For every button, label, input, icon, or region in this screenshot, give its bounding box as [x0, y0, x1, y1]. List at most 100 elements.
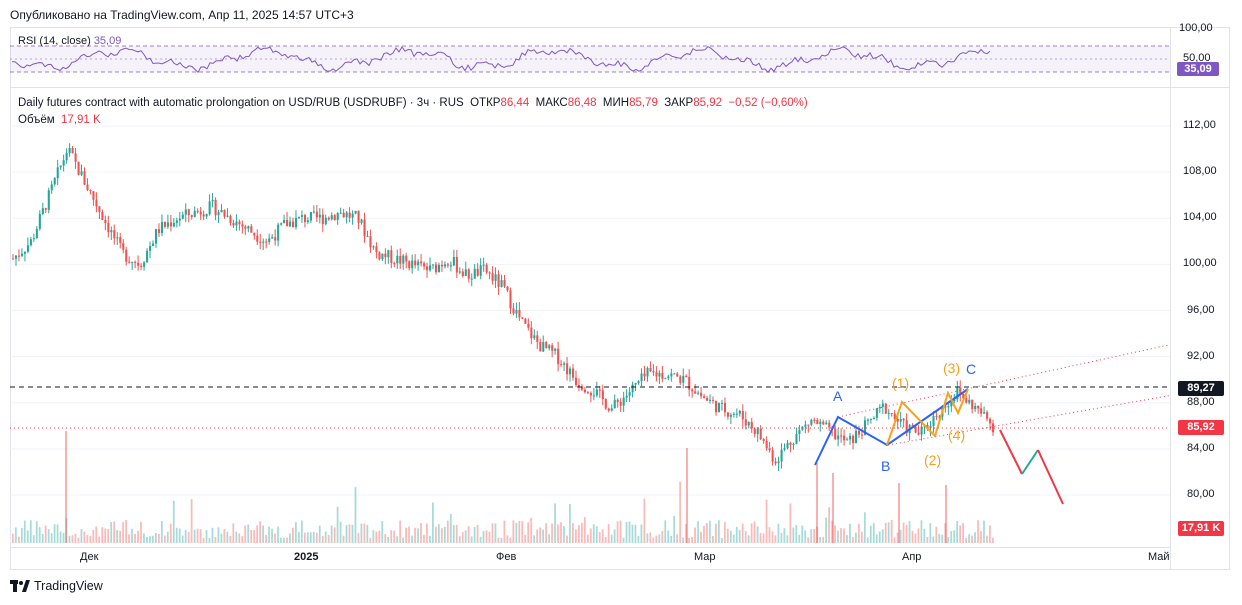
- volume-bar: [443, 526, 446, 543]
- candle-body: [911, 425, 914, 427]
- candle-body: [166, 222, 169, 227]
- tick-104: 104,00: [1183, 211, 1217, 223]
- candle-body: [783, 448, 786, 450]
- volume-bar: [494, 523, 497, 543]
- volume-bar: [616, 521, 619, 543]
- symbol-legend[interactable]: Daily futures contract with automatic pr…: [18, 97, 808, 109]
- volume-bar: [920, 520, 923, 543]
- impulse-wave[interactable]: [886, 388, 969, 446]
- volume-bar: [777, 523, 780, 543]
- volume-bar: [408, 526, 410, 543]
- volume-bar: [375, 531, 378, 543]
- volume-bar: [598, 532, 601, 543]
- candle-body: [461, 271, 464, 277]
- volume-bar: [896, 532, 899, 543]
- volume-bar: [336, 506, 339, 543]
- volume-bar: [482, 531, 485, 543]
- forecast-up[interactable]: [1021, 449, 1039, 475]
- rsi-value-badge: 35,09: [1177, 62, 1219, 76]
- pane-separator[interactable]: [10, 87, 1230, 88]
- candle-body: [509, 290, 512, 309]
- volume-bar: [71, 535, 74, 543]
- candle-body: [917, 432, 920, 435]
- volume-bar: [768, 527, 771, 543]
- volume-bar: [208, 537, 211, 543]
- candle-body: [822, 421, 825, 425]
- candle-body: [53, 178, 56, 185]
- volume-bar: [160, 520, 163, 543]
- candle-body: [399, 255, 402, 264]
- candle-body: [268, 238, 271, 242]
- candle-body: [95, 199, 98, 207]
- channel-upper[interactable]: [837, 344, 1170, 418]
- candle-body: [619, 401, 622, 406]
- volume-bar: [583, 517, 586, 543]
- volume-bar: [947, 537, 950, 543]
- volume-bar: [834, 525, 836, 543]
- candle-body: [402, 255, 405, 264]
- volume-bar: [202, 537, 205, 543]
- candle-body: [914, 426, 917, 433]
- candle-body: [137, 262, 140, 266]
- volume-bar: [908, 521, 911, 543]
- tradingview-brand[interactable]: TradingView: [10, 579, 103, 593]
- candle-body: [59, 165, 62, 168]
- volume-bar: [974, 532, 976, 543]
- candle-body: [327, 217, 330, 220]
- volume-bar: [771, 531, 774, 543]
- candle-body: [795, 434, 798, 444]
- tradingview-logo-text: TradingView: [34, 579, 103, 593]
- candle-body: [458, 271, 461, 273]
- volume-bar: [846, 535, 848, 543]
- candle-body: [857, 430, 861, 435]
- volume-bar: [283, 537, 285, 543]
- volume-bar: [792, 527, 795, 543]
- volume-bar: [476, 524, 479, 543]
- forecast-down-1[interactable]: [999, 429, 1023, 475]
- candle-body: [992, 423, 995, 433]
- candle-body: [545, 341, 548, 349]
- volume-bar: [840, 528, 842, 543]
- candle-body: [965, 398, 968, 403]
- candle-body: [101, 211, 104, 220]
- candle-body: [241, 224, 244, 227]
- forecast-down-2[interactable]: [1037, 449, 1064, 505]
- volume-bar: [53, 524, 56, 543]
- volume-bar: [929, 523, 932, 543]
- volume-bar: [759, 533, 762, 543]
- rsi-legend[interactable]: RSI (14, close) 35,09: [18, 35, 121, 47]
- volume-bar: [825, 517, 827, 543]
- candle-body: [706, 398, 709, 401]
- abc-wave[interactable]: [814, 388, 969, 466]
- candle-body: [640, 373, 643, 382]
- volume-bar: [539, 527, 542, 543]
- candle-body: [131, 261, 134, 263]
- volume-bar: [351, 524, 354, 543]
- volume-bar: [402, 537, 405, 543]
- candle-body: [464, 269, 467, 277]
- volume-bar: [872, 523, 875, 543]
- candle-body: [694, 391, 697, 394]
- volume-bar: [804, 530, 807, 543]
- volume-bar: [303, 532, 306, 543]
- price-chart[interactable]: A B C (1) (2) (3) (4): [10, 88, 1170, 547]
- volume-bar: [902, 522, 905, 543]
- volume-bar: [327, 534, 330, 543]
- volume-bar: [670, 535, 673, 543]
- candle-body: [190, 215, 193, 217]
- volume-bar: [765, 499, 768, 543]
- time-label-2025: 2025: [294, 551, 319, 563]
- volume-bar: [572, 523, 574, 543]
- wave-label-a: A: [833, 388, 843, 404]
- price-axis[interactable]: 100,00 50,00 112,00 108,00 104,00 100,00…: [1170, 22, 1231, 570]
- candle-body: [265, 241, 268, 243]
- candle-body: [292, 221, 295, 228]
- time-axis[interactable]: Дек 2025 Фев Мар Апр Май: [10, 547, 1170, 570]
- volume-legend[interactable]: Объём 17,91 K: [18, 114, 101, 126]
- volume-bar: [738, 530, 741, 543]
- volume-bar: [452, 525, 455, 543]
- volume-bar: [679, 481, 682, 543]
- candle-body: [178, 218, 181, 221]
- candle-body: [557, 348, 560, 365]
- volume-bar: [29, 520, 32, 543]
